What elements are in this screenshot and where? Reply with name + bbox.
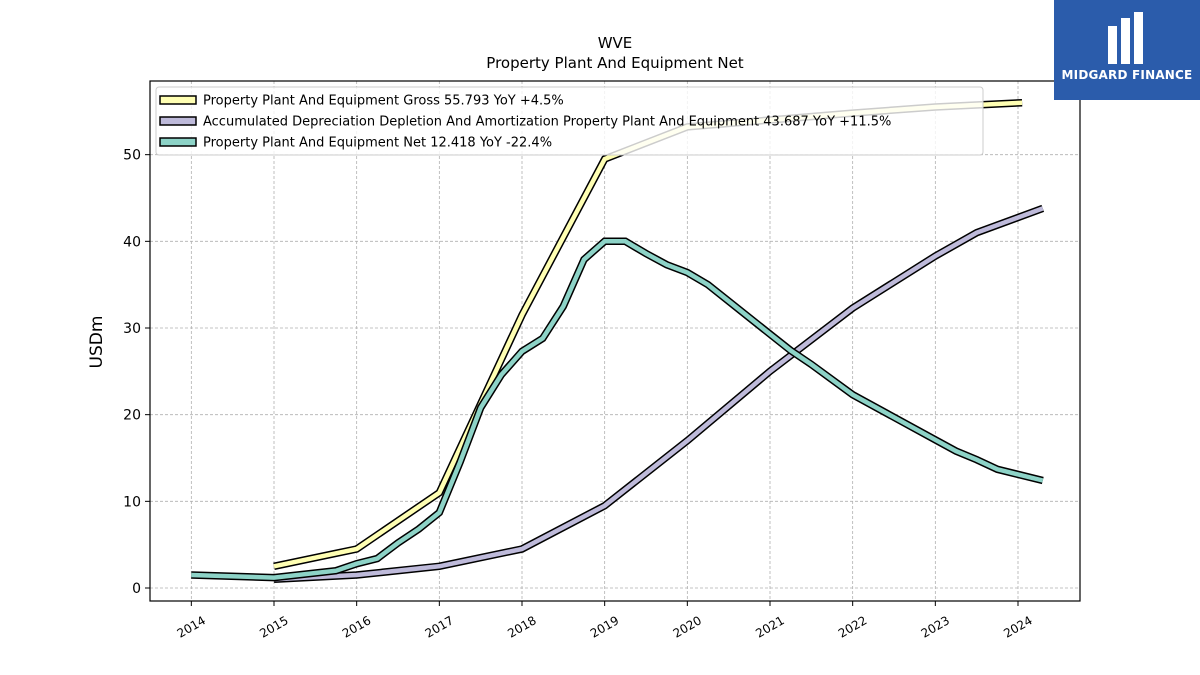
logo-badge: MIDGARD FINANCE — [1054, 0, 1200, 100]
y-tick-label: 0 — [132, 581, 141, 597]
logo-icon — [1108, 12, 1143, 64]
series-outline-1 — [273, 98, 1023, 570]
series-outline-3 — [191, 237, 1044, 582]
y-axis-label: USDm — [87, 316, 107, 369]
x-tick-label: 2021 — [753, 613, 786, 640]
x-tick-label: 2016 — [340, 613, 373, 640]
x-tick-label: 2018 — [505, 613, 538, 640]
plot-frame — [149, 80, 1081, 602]
y-tick-label: 50 — [123, 148, 141, 164]
x-tick-label: 2020 — [671, 613, 704, 640]
chart-subtitle: Property Plant And Equipment Net — [486, 54, 743, 72]
x-tick-label: 2023 — [919, 613, 952, 640]
legend-swatch — [159, 95, 197, 105]
y-tick-label: 30 — [123, 321, 141, 337]
series-line-2 — [273, 206, 1044, 582]
y-tick-label: 10 — [123, 494, 141, 510]
legend-entry-2: Accumulated Depreciation Depletion And A… — [203, 115, 891, 130]
x-tick-label: 2022 — [836, 613, 869, 640]
x-tick-label: 2024 — [1001, 613, 1034, 640]
series-line-1 — [273, 100, 1023, 569]
legend-entry-1: Property Plant And Equipment Gross 55.79… — [203, 94, 564, 109]
legend-box — [155, 86, 984, 156]
x-tick-label: 2017 — [423, 613, 456, 640]
chart-title: WVE — [598, 34, 633, 52]
series-line-3 — [191, 239, 1044, 580]
x-tick-label: 2014 — [175, 613, 208, 640]
y-tick-label: 40 — [123, 234, 141, 250]
legend-swatch — [159, 116, 197, 126]
x-tick-label: 2015 — [257, 613, 290, 640]
logo-text: MIDGARD FINANCE — [1061, 68, 1193, 82]
y-tick-label: 20 — [123, 408, 141, 424]
legend-entry-3: Property Plant And Equipment Net 12.418 … — [203, 136, 552, 151]
legend: Property Plant And Equipment Gross 55.79… — [155, 86, 984, 156]
x-tick-label: 2019 — [588, 613, 621, 640]
legend-swatch — [159, 137, 197, 147]
